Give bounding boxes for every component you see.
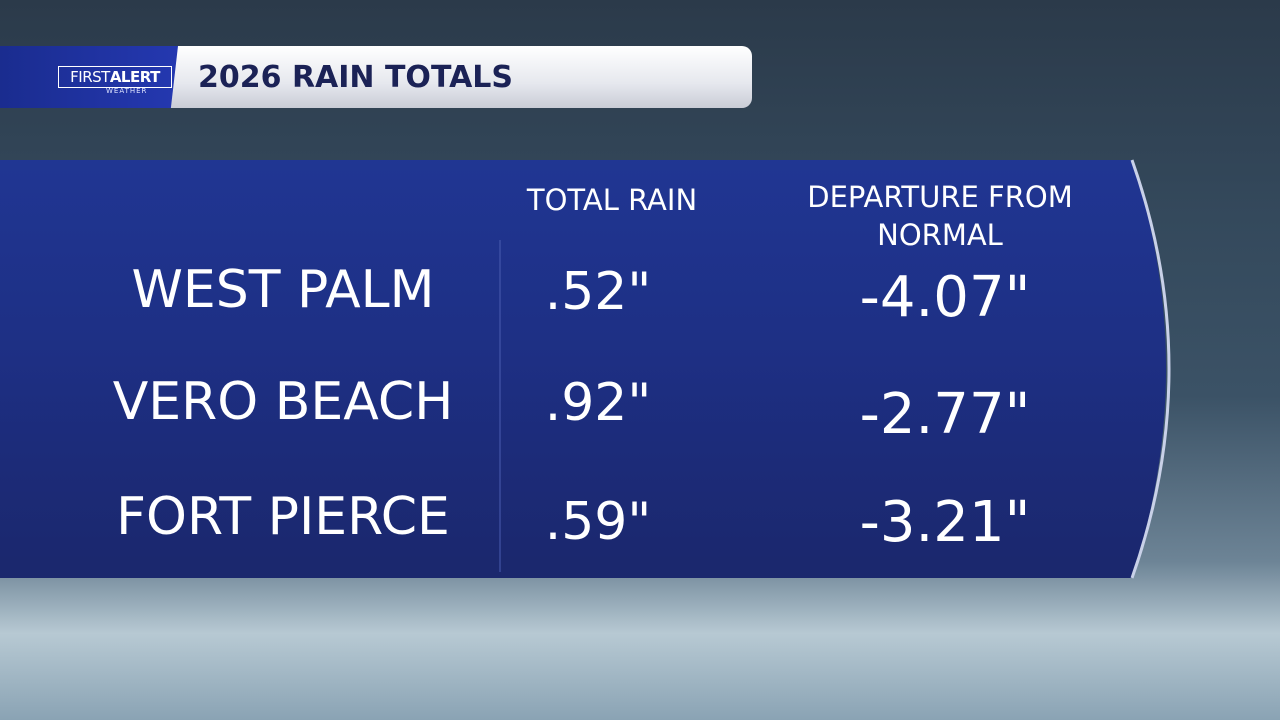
table-panel xyxy=(0,160,1166,578)
cell-value: -4.07" xyxy=(859,265,1031,330)
column-header: TOTAL RAIN xyxy=(526,183,698,217)
logo-alert: ALERT xyxy=(109,68,161,86)
cell-value: -3.21" xyxy=(859,490,1031,555)
logo: FIRSTALERT xyxy=(58,66,172,88)
cell-value: -2.77" xyxy=(859,382,1031,447)
cell-value: .59" xyxy=(544,492,652,552)
cell-value: .92" xyxy=(544,373,652,433)
cell-value: .52" xyxy=(544,262,652,322)
panel-edge xyxy=(1130,159,1171,579)
logo-first: FIRST xyxy=(70,68,110,86)
row-label: VERO BEACH xyxy=(112,372,454,432)
row-label: FORT PIERCE xyxy=(116,487,450,547)
logo-sub: WEATHER xyxy=(106,87,148,95)
column-header: DEPARTURE FROM NORMAL xyxy=(807,180,1073,252)
title: 2026 RAIN TOTALS xyxy=(198,60,514,95)
row-label: WEST PALM xyxy=(131,260,435,320)
logo-block xyxy=(0,46,178,108)
